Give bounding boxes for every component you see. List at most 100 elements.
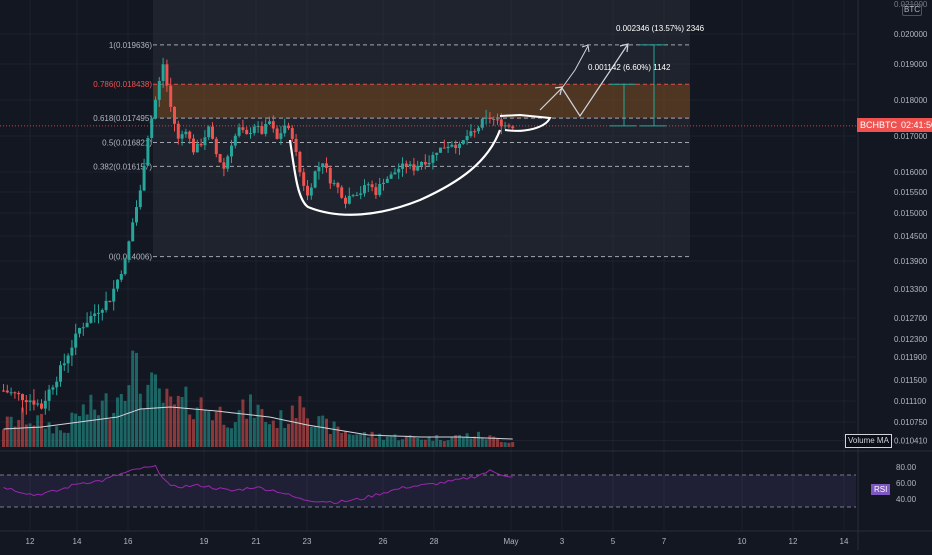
- volume-bar: [21, 407, 24, 447]
- candle-body: [24, 400, 28, 403]
- volume-bar: [249, 394, 252, 447]
- candle-body: [116, 279, 119, 289]
- volume-bar: [260, 409, 264, 447]
- price-axis-label: 0.020000: [894, 30, 928, 39]
- candle-body: [93, 313, 97, 317]
- candle-body: [496, 119, 499, 121]
- candle-body: [469, 131, 473, 136]
- candle-body: [165, 64, 169, 86]
- volume-bar: [135, 352, 138, 447]
- countdown-label: 02:41:50: [901, 120, 932, 130]
- volume-bar: [165, 388, 169, 447]
- volume-bar: [416, 438, 420, 447]
- candle-body: [412, 164, 416, 171]
- candle-body: [2, 390, 5, 392]
- candle-body: [503, 125, 507, 127]
- price-axis-label: 0.016000: [894, 168, 928, 177]
- candle-body: [480, 118, 484, 128]
- candle-body: [507, 125, 511, 127]
- candle-body: [370, 184, 374, 188]
- volume-bar: [51, 433, 55, 447]
- volume-bar: [366, 437, 370, 447]
- candle-body: [249, 132, 252, 135]
- volume-bar: [287, 423, 290, 447]
- volume-bar: [484, 439, 488, 447]
- candle-body: [203, 137, 207, 146]
- candle-body: [127, 241, 131, 259]
- volume-bar: [123, 400, 127, 447]
- candle-body: [302, 172, 306, 186]
- volume-bar: [119, 394, 123, 447]
- volume-bar: [336, 426, 340, 447]
- volume-bar: [81, 404, 85, 447]
- candle-body: [404, 163, 408, 167]
- projection-arrowhead: [581, 44, 590, 53]
- volume-bar: [264, 422, 268, 447]
- candle-body: [13, 392, 17, 394]
- currency-label: BTC: [902, 4, 922, 16]
- candle-body: [454, 144, 458, 149]
- volume-bar: [469, 438, 473, 447]
- candle-body: [21, 394, 24, 401]
- price-axis-label: 0.013300: [894, 285, 928, 294]
- volume-bar: [431, 440, 435, 447]
- volume-bar: [374, 438, 378, 447]
- volume-bar: [169, 396, 173, 447]
- candle-body: [55, 381, 59, 388]
- volume-bar: [328, 433, 332, 447]
- volume-bar: [207, 411, 211, 447]
- candle-body: [340, 187, 344, 198]
- candle-body: [161, 64, 165, 81]
- volume-bar: [97, 415, 100, 447]
- candle-body: [131, 222, 135, 242]
- volume-bar: [157, 388, 161, 447]
- candle-body: [260, 126, 264, 134]
- candle-body: [328, 167, 332, 184]
- volume-bar: [55, 426, 59, 447]
- volume-bar: [423, 439, 427, 447]
- time-axis-label: 28: [430, 537, 439, 546]
- candle-body: [222, 162, 226, 169]
- volume-bar: [401, 439, 404, 447]
- volume-bar: [32, 425, 36, 447]
- candle-body: [226, 156, 230, 169]
- candle-body: [336, 183, 340, 188]
- volume-bar: [184, 386, 188, 447]
- projection-arrowhead: [619, 43, 629, 53]
- volume-bar: [397, 440, 401, 447]
- candle-body: [51, 387, 55, 390]
- volume-bar: [492, 436, 496, 447]
- volume-bar: [256, 404, 260, 447]
- candle-body: [135, 207, 138, 223]
- candle-body: [306, 185, 309, 196]
- candle-body: [169, 85, 173, 107]
- candle-body: [245, 129, 249, 135]
- volume-ma-line: [3, 406, 513, 440]
- volume-bar: [385, 436, 389, 447]
- candle-body: [123, 258, 127, 274]
- volume-bar: [378, 433, 382, 447]
- time-axis-label: 14: [840, 537, 849, 546]
- volume-bar: [302, 407, 306, 447]
- candle-body: [188, 131, 192, 139]
- time-axis-label: May: [503, 537, 518, 546]
- volume-bar: [150, 372, 154, 447]
- candle-body: [473, 131, 477, 133]
- candle-body: [287, 125, 290, 129]
- volume-bar: [389, 436, 393, 447]
- candle-body: [492, 119, 496, 121]
- volume-bar: [78, 415, 81, 447]
- candle-body: [199, 143, 203, 146]
- candle-body: [104, 300, 108, 311]
- volume-bar: [317, 416, 321, 447]
- candle-body: [43, 400, 47, 409]
- volume-bar: [442, 441, 446, 447]
- candle-body: [47, 389, 51, 401]
- candle-body: [294, 138, 298, 152]
- volume-bar: [180, 396, 184, 447]
- volume-bar: [108, 419, 112, 447]
- volume-bar: [435, 434, 439, 447]
